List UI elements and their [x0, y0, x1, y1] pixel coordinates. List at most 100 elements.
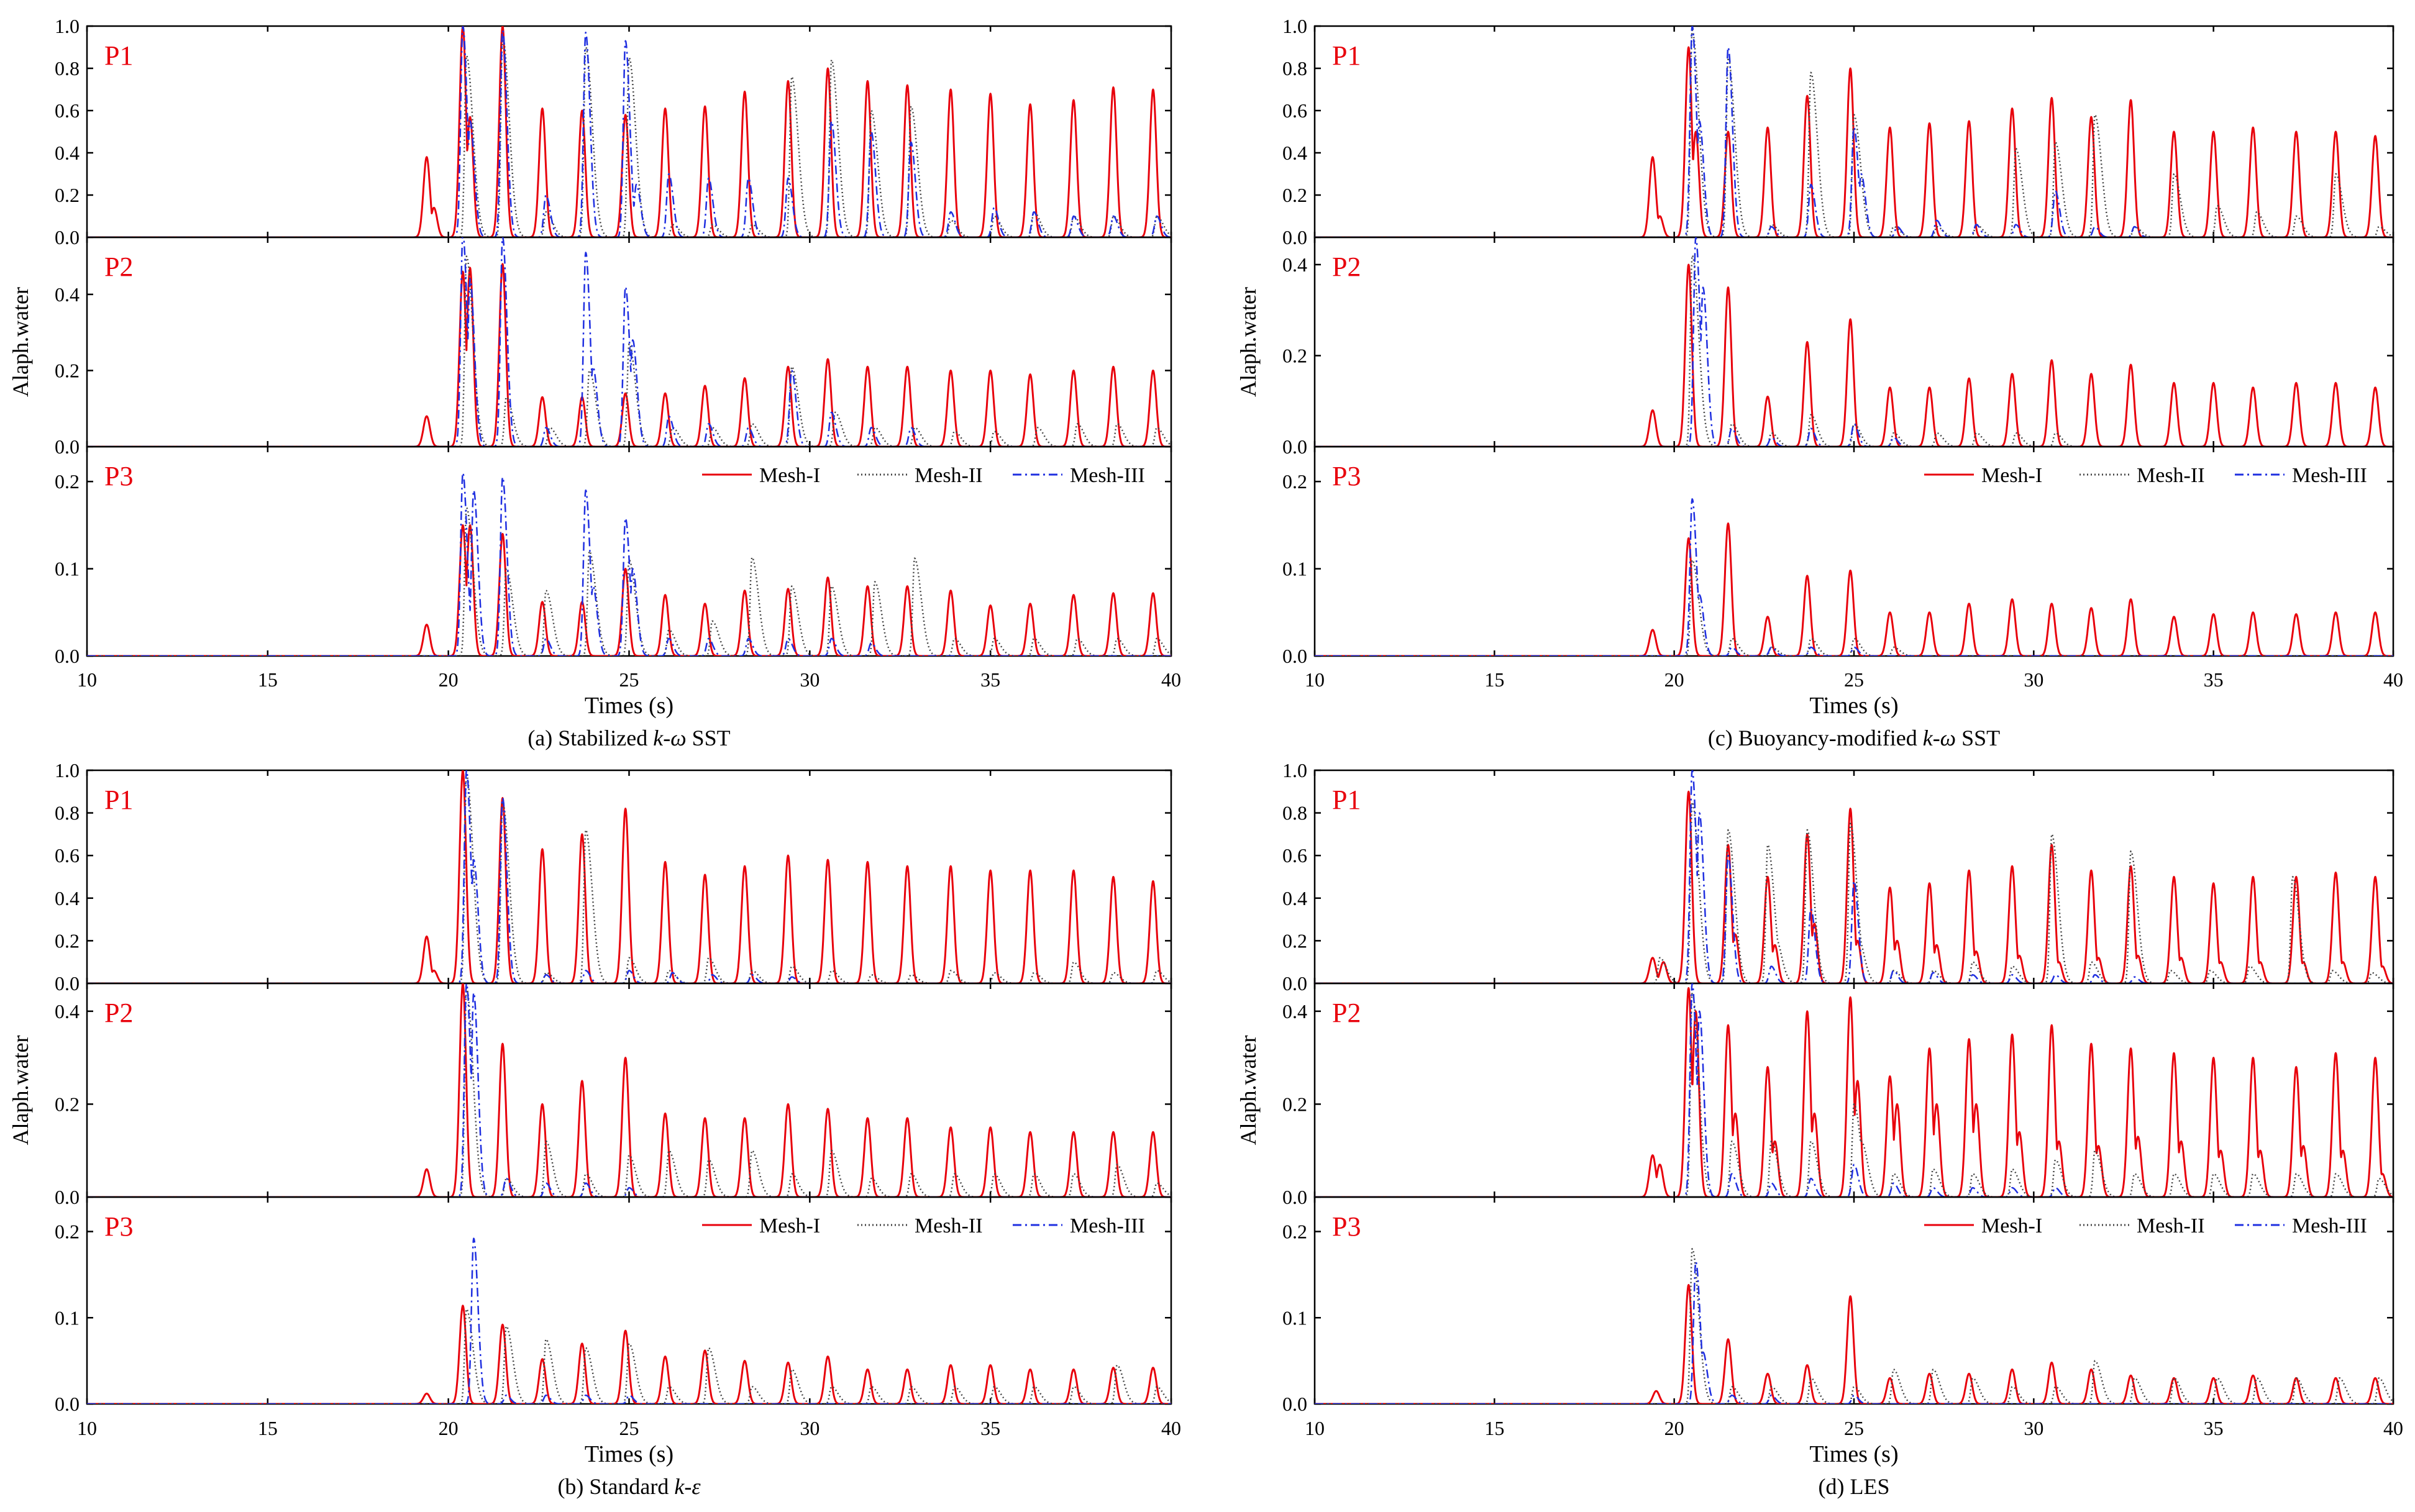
y-axis-label: Alaph.water [1236, 1036, 1261, 1145]
y-tick-label: 0.4 [1282, 142, 1307, 164]
y-tick-label: 0.4 [1282, 887, 1307, 909]
x-tick-label: 20 [1664, 1417, 1684, 1439]
x-tick-label: 35 [2204, 1417, 2224, 1439]
series-line-mesh-i [87, 263, 1171, 447]
subplot-P1: 0.0 0.2 0.4 0.6 0.8 1.0 P1 [55, 759, 1172, 995]
series-line-mesh-ii [87, 1308, 1171, 1404]
y-tick-label: 0.8 [1282, 802, 1307, 824]
caption-part: k-ε [674, 1474, 701, 1499]
series-line-mesh-i [87, 983, 1171, 1197]
caption-part: (a) Stabilized [527, 726, 653, 750]
subplot-label: P2 [1332, 252, 1361, 282]
series-line-mesh-iii [1315, 26, 2393, 237]
caption-part: (b) Standard [557, 1474, 674, 1499]
x-axis-label: Times (s) [585, 1441, 673, 1467]
subplot-label: P3 [104, 461, 133, 491]
series-line-mesh-ii [87, 35, 1171, 237]
subplot-label: P2 [104, 252, 133, 282]
series-line-mesh-iii [1315, 237, 2393, 447]
x-tick-label: 10 [1305, 668, 1325, 691]
legend-entry: Mesh-II [2137, 464, 2205, 487]
legend: Mesh-I Mesh-II Mesh-III [702, 1214, 1145, 1237]
series-line-mesh-i [87, 26, 1171, 237]
x-tick-label: 20 [439, 668, 459, 691]
legend-entry: Mesh-III [2292, 1214, 2367, 1237]
subplot-P2: 0.0 0.2 0.4 P2 [55, 982, 1172, 1208]
panel-b: 0.0 0.2 0.4 0.6 0.8 1.0 P1 0.0 0.2 0.4 P2 0.0 0.1 0.2… [8, 759, 1181, 1499]
subplot-P3: 0.0 0.1 0.2 P3 Mesh-I Mesh-II Mesh-III [55, 445, 1172, 667]
panel-a: 0.0 0.2 0.4 0.6 0.8 1.0 P1 0.0 0.2 0.4 P2 0.0 0.1 0.2… [8, 15, 1181, 750]
x-tick-label: 15 [1484, 1417, 1504, 1439]
y-tick-label: 1.0 [1282, 759, 1307, 781]
legend: Mesh-I Mesh-II Mesh-III [702, 464, 1145, 487]
y-tick-label: 0.1 [1282, 558, 1307, 580]
x-tick-label: 35 [980, 1417, 1000, 1439]
y-tick-label: 0.0 [1282, 645, 1307, 667]
x-tick-label: 20 [1664, 668, 1684, 691]
subplot-P3: 0.0 0.1 0.2 P3 Mesh-I Mesh-II Mesh-III [1282, 445, 2394, 667]
y-tick-label: 0.0 [55, 972, 80, 995]
y-tick-label: 0.6 [55, 99, 80, 122]
series-line-mesh-ii [1315, 991, 2393, 1197]
series-group [1315, 983, 2393, 1197]
legend-entry: Mesh-I [1981, 1214, 2042, 1237]
series-line-mesh-ii [1315, 255, 2393, 447]
panel-caption: (c) Buoyancy-modified k-ω SST [1708, 726, 2000, 750]
panel-caption: (b) Standard k-ε [557, 1474, 701, 1499]
caption-part: k-ω [1923, 726, 1956, 750]
x-axis-label: Times (s) [585, 693, 673, 719]
y-tick-label: 0.8 [55, 802, 80, 824]
y-tick-label: 0.1 [1282, 1306, 1307, 1329]
series-group [87, 26, 1171, 237]
y-tick-label: 0.2 [55, 929, 80, 952]
x-tick-label: 15 [258, 668, 278, 691]
series-line-mesh-i [87, 770, 1171, 983]
series-group [1315, 237, 2393, 447]
x-tick-label: 30 [800, 1417, 819, 1439]
subplot-P1: 0.0 0.2 0.4 0.6 0.8 1.0 P1 [1282, 15, 2394, 248]
axes-frame [1313, 1196, 2394, 1405]
y-tick-label: 0.4 [55, 1000, 80, 1022]
y-tick-label: 0.2 [1282, 929, 1307, 952]
x-tick-label: 25 [1844, 1417, 1864, 1439]
y-tick-label: 0.4 [55, 283, 80, 306]
x-axis-label: Times (s) [1809, 1441, 1898, 1467]
series-line-mesh-iii [87, 770, 1171, 983]
series-group [1315, 498, 2393, 656]
legend: Mesh-I Mesh-II Mesh-III [1924, 464, 2367, 487]
x-tick-label: 35 [2204, 668, 2224, 691]
x-tick-label: 20 [439, 1417, 459, 1439]
series-line-mesh-ii [87, 255, 1171, 447]
y-tick-label: 0.0 [55, 645, 80, 667]
x-tick-label: 25 [619, 668, 639, 691]
subplot-P1: 0.0 0.2 0.4 0.6 0.8 1.0 P1 [55, 15, 1172, 248]
x-tick-label: 30 [2024, 1417, 2043, 1439]
y-tick-label: 0.8 [1282, 57, 1307, 80]
caption-part: (c) Buoyancy-modified [1708, 726, 1923, 750]
legend-entry: Mesh-II [915, 1214, 983, 1237]
y-tick-label: 0.2 [55, 1221, 80, 1243]
y-axis-label: Alaph.water [8, 287, 33, 397]
y-tick-label: 0.2 [1282, 184, 1307, 206]
subplot-P2: 0.0 0.2 0.4 P2 [1282, 236, 2394, 458]
series-line-mesh-iii [87, 26, 1171, 237]
series-group [1315, 770, 2393, 983]
x-tick-label: 25 [619, 1417, 639, 1439]
x-tick-label: 10 [1305, 1417, 1325, 1439]
subplot-label: P2 [1332, 998, 1361, 1028]
legend-entry: Mesh-II [915, 464, 983, 487]
series-line-mesh-iii [87, 983, 1171, 1197]
x-tick-label: 40 [1161, 668, 1181, 691]
y-tick-label: 0.4 [55, 142, 80, 164]
series-line-mesh-ii [1315, 801, 2393, 983]
series-line-mesh-i [1315, 1284, 2393, 1404]
y-tick-label: 1.0 [55, 759, 80, 781]
y-tick-label: 0.0 [55, 435, 80, 458]
y-tick-label: 0.2 [1282, 1221, 1307, 1243]
x-axis-label: Times (s) [1809, 693, 1898, 719]
y-tick-label: 0.0 [1282, 1393, 1307, 1415]
panel-caption: (d) LES [1819, 1474, 1890, 1499]
legend-entry: Mesh-III [2292, 464, 2367, 487]
y-tick-label: 0.0 [1282, 435, 1307, 458]
